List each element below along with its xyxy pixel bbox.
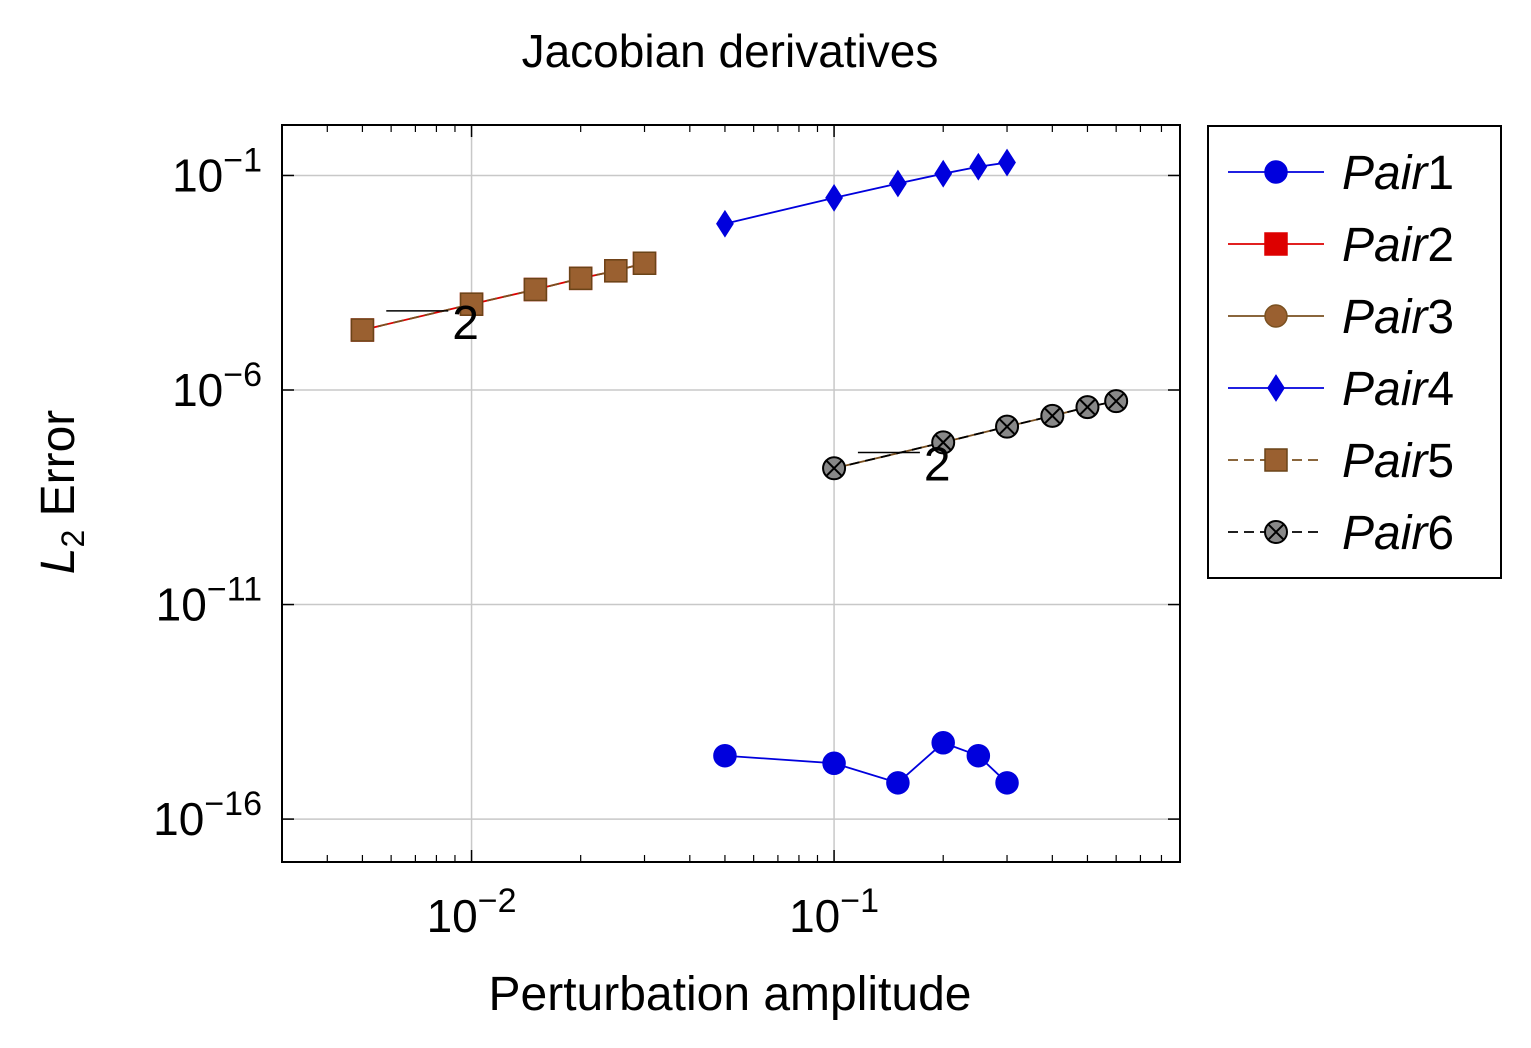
data-point <box>889 169 907 198</box>
x-axis-label: Perturbation amplitude <box>489 968 972 1021</box>
plot-area-frame <box>281 124 1181 863</box>
data-point <box>825 184 843 212</box>
data-point <box>995 414 1020 439</box>
slope-label: 2 <box>452 297 479 350</box>
y-tick-label: 10−1 <box>172 141 262 201</box>
legend-marker <box>1264 520 1288 544</box>
data-point <box>350 318 375 342</box>
y-axis-label-sub: 2 <box>55 530 91 548</box>
series-layer <box>350 148 1129 795</box>
y-tick-label: 10−6 <box>172 356 262 416</box>
data-point <box>568 266 593 291</box>
legend-entry-pair4: Pair4 <box>1228 363 1454 416</box>
legend-entry-pair1: Pair1 <box>1228 147 1454 200</box>
data-point <box>1075 395 1100 420</box>
legend: Pair1 Pair2 Pair3 Pair4 Pair5 Pair6 <box>1207 125 1502 579</box>
y-tick-label: 10−16 <box>153 785 262 845</box>
data-point <box>459 292 484 316</box>
data-point <box>886 771 910 795</box>
data-point <box>604 259 628 283</box>
y-axis-label-main: L <box>32 548 85 575</box>
data-point <box>931 430 956 455</box>
chart-title: Jacobian derivatives <box>522 25 939 77</box>
y-tick-label: 10−11 <box>156 571 262 631</box>
legend-entry-pair6: Pair6 <box>1228 507 1454 560</box>
data-point <box>966 743 991 768</box>
data-point <box>998 148 1016 177</box>
legend-label: Pair1 <box>1342 147 1454 200</box>
data-point <box>822 456 847 481</box>
annotation-layer: 22 <box>386 297 951 491</box>
x-tick-label: 10−2 <box>427 882 517 942</box>
series-pair4 <box>716 148 1016 238</box>
legend-marker <box>1267 374 1285 402</box>
y-axis-label: L2 Error <box>32 410 91 575</box>
x-tick-labels: 10−2 10−1 <box>427 882 879 942</box>
series-pair5 <box>350 251 657 342</box>
data-point <box>523 277 548 302</box>
legend-entry-pair3: Pair3 <box>1228 291 1454 344</box>
legend-marker <box>1264 304 1288 328</box>
data-point <box>934 159 953 188</box>
series-line <box>724 161 1008 225</box>
data-point <box>632 251 657 275</box>
x-tick-label: 10−1 <box>789 882 879 942</box>
legend-entry-pair5: Pair5 <box>1228 435 1454 488</box>
series-pair6 <box>822 389 1129 481</box>
data-point <box>1104 389 1129 414</box>
data-point <box>713 743 737 768</box>
slope-label: 2 <box>924 438 951 491</box>
legend-entry-pair2: Pair2 <box>1228 219 1454 272</box>
legend-marker <box>1264 160 1288 184</box>
legend-marker <box>1264 448 1288 472</box>
series-line <box>724 741 1008 784</box>
svg-text:L2 Error: L2 Error <box>32 410 91 575</box>
data-point <box>931 731 955 755</box>
legend-marker <box>1264 232 1288 256</box>
data-point <box>822 751 846 776</box>
data-point <box>1040 403 1065 428</box>
legend-label: Pair2 <box>1342 219 1454 272</box>
data-point <box>716 209 734 238</box>
y-axis-label-rest: Error <box>32 410 85 517</box>
legend-label: Pair4 <box>1342 363 1454 416</box>
legend-box <box>1207 125 1502 579</box>
grid <box>282 125 1180 862</box>
legend-label: Pair3 <box>1342 291 1454 344</box>
legend-label: Pair6 <box>1342 507 1454 560</box>
data-point <box>995 771 1019 795</box>
data-point <box>969 152 988 181</box>
y-tick-labels: 10−1 10−6 10−11 10−16 <box>153 141 262 845</box>
series-pair1 <box>713 731 1019 795</box>
legend-label: Pair5 <box>1342 435 1454 488</box>
minor-ticks <box>282 125 1180 862</box>
